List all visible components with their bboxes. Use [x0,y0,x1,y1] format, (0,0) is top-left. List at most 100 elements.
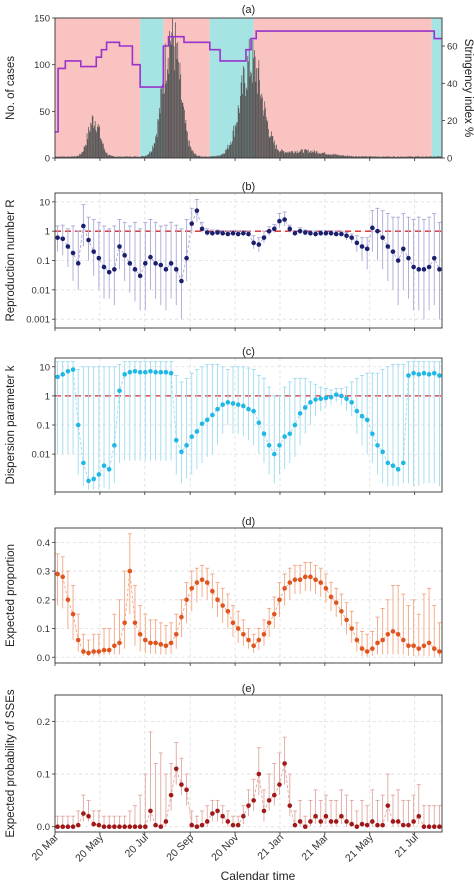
case-bar [434,156,436,158]
data-point [55,571,60,577]
data-point [65,597,71,603]
data-point [91,476,96,482]
data-point [75,261,81,266]
case-bar [301,149,303,158]
case-bar [159,113,161,158]
case-bar [134,156,136,158]
case-bar [364,156,366,158]
data-point [339,813,344,819]
case-bar [83,151,84,158]
case-bar [392,156,394,158]
data-point [333,600,339,605]
data-point [96,255,102,261]
data-point [241,813,246,819]
case-bar [184,109,185,158]
case-bar [189,146,191,158]
case-bar [192,151,194,158]
case-bar [343,156,345,158]
data-point [215,597,220,603]
case-bar [281,149,283,158]
data-point [117,244,122,249]
case-bar [342,155,344,158]
data-point [210,811,215,816]
case-bar [106,152,108,158]
case-bar [252,39,254,158]
data-point [344,617,349,623]
case-bar [208,156,210,158]
case-bar [261,93,263,158]
case-bar [376,156,378,158]
case-bar [99,137,101,158]
data-point [55,824,60,830]
case-bar [287,152,288,158]
case-bar [277,150,279,158]
y-right-tick-label: 60 [447,42,458,53]
data-point [272,226,277,232]
case-bar [386,156,388,158]
case-bar [270,136,271,158]
case-bar [411,156,413,158]
data-point [395,467,401,472]
case-bar [102,143,104,158]
case-bar [139,156,141,158]
data-point [416,646,422,651]
data-point [60,824,66,830]
data-point [297,577,303,583]
case-bar [409,156,411,158]
data-point [302,574,308,580]
case-bar [349,156,351,158]
data-point [55,374,60,380]
case-bar [153,147,154,158]
case-bar [160,88,162,158]
data-point [282,586,287,591]
data-point [158,369,164,375]
case-bar [64,156,66,158]
case-bar [189,140,190,158]
case-bar [150,152,151,158]
data-point [277,443,282,448]
case-bar [220,155,222,158]
data-point [168,640,174,646]
case-bar [354,156,356,158]
data-point [323,813,329,819]
y-tick-label: 0.1 [37,256,50,267]
case-bar [327,154,328,158]
case-bar [268,136,270,158]
data-point [256,771,262,777]
data-point [189,822,195,828]
case-bar [234,124,236,158]
case-bar [158,107,160,158]
data-point [406,373,411,378]
case-bar [169,40,171,158]
case-bar [77,155,79,158]
data-point [344,233,349,239]
y-tick-label: 0.1 [37,770,50,781]
case-bar [170,44,172,158]
case-bar [304,149,305,158]
case-bar [177,42,179,159]
data-point [173,766,179,772]
data-point [122,253,127,258]
case-bar [107,155,109,158]
case-bar [346,156,347,158]
data-point [137,369,143,375]
data-point [106,269,112,275]
data-point [354,408,360,414]
case-bar [217,155,219,158]
case-bar [182,102,184,158]
data-point [143,637,148,643]
data-point [86,237,91,243]
case-bar [68,156,70,158]
case-bar [82,151,84,158]
case-bar [97,123,99,158]
case-bar [389,156,391,158]
data-point [323,230,329,236]
data-point [81,811,86,816]
case-bar [111,155,112,158]
panel-c: (c) 0.01 0.1 1 10 Dispersion parameter k [5,346,443,495]
case-bar [356,156,358,158]
case-bar [290,152,291,158]
case-bar [246,89,248,158]
data-point [313,397,318,402]
